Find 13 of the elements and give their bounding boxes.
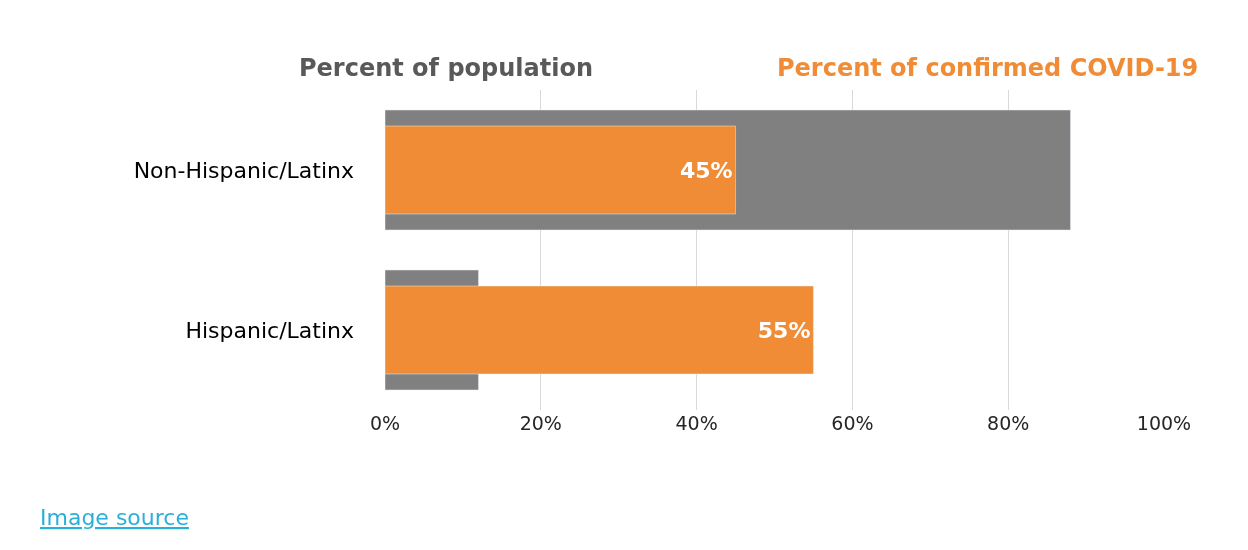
x-tick-label: 100%	[1136, 412, 1192, 434]
text: Percent of confirmed COVID-19	[777, 54, 1199, 82]
series-label: Percent of population	[299, 54, 594, 82]
x-tick-label: 40%	[675, 412, 718, 434]
data-label: 45%	[679, 157, 733, 183]
x-tick-label: 20%	[519, 412, 562, 434]
data-label: 55%	[757, 317, 811, 343]
y-tick-label: Hispanic/Latinx	[185, 317, 354, 343]
x-tick-label: 0%	[369, 412, 401, 434]
x-tick-label: 80%	[987, 412, 1030, 434]
y-tick-label: Non-Hispanic/Latinx	[133, 157, 354, 183]
x-tick-label: 60%	[831, 412, 874, 434]
text: Image source	[40, 505, 189, 530]
